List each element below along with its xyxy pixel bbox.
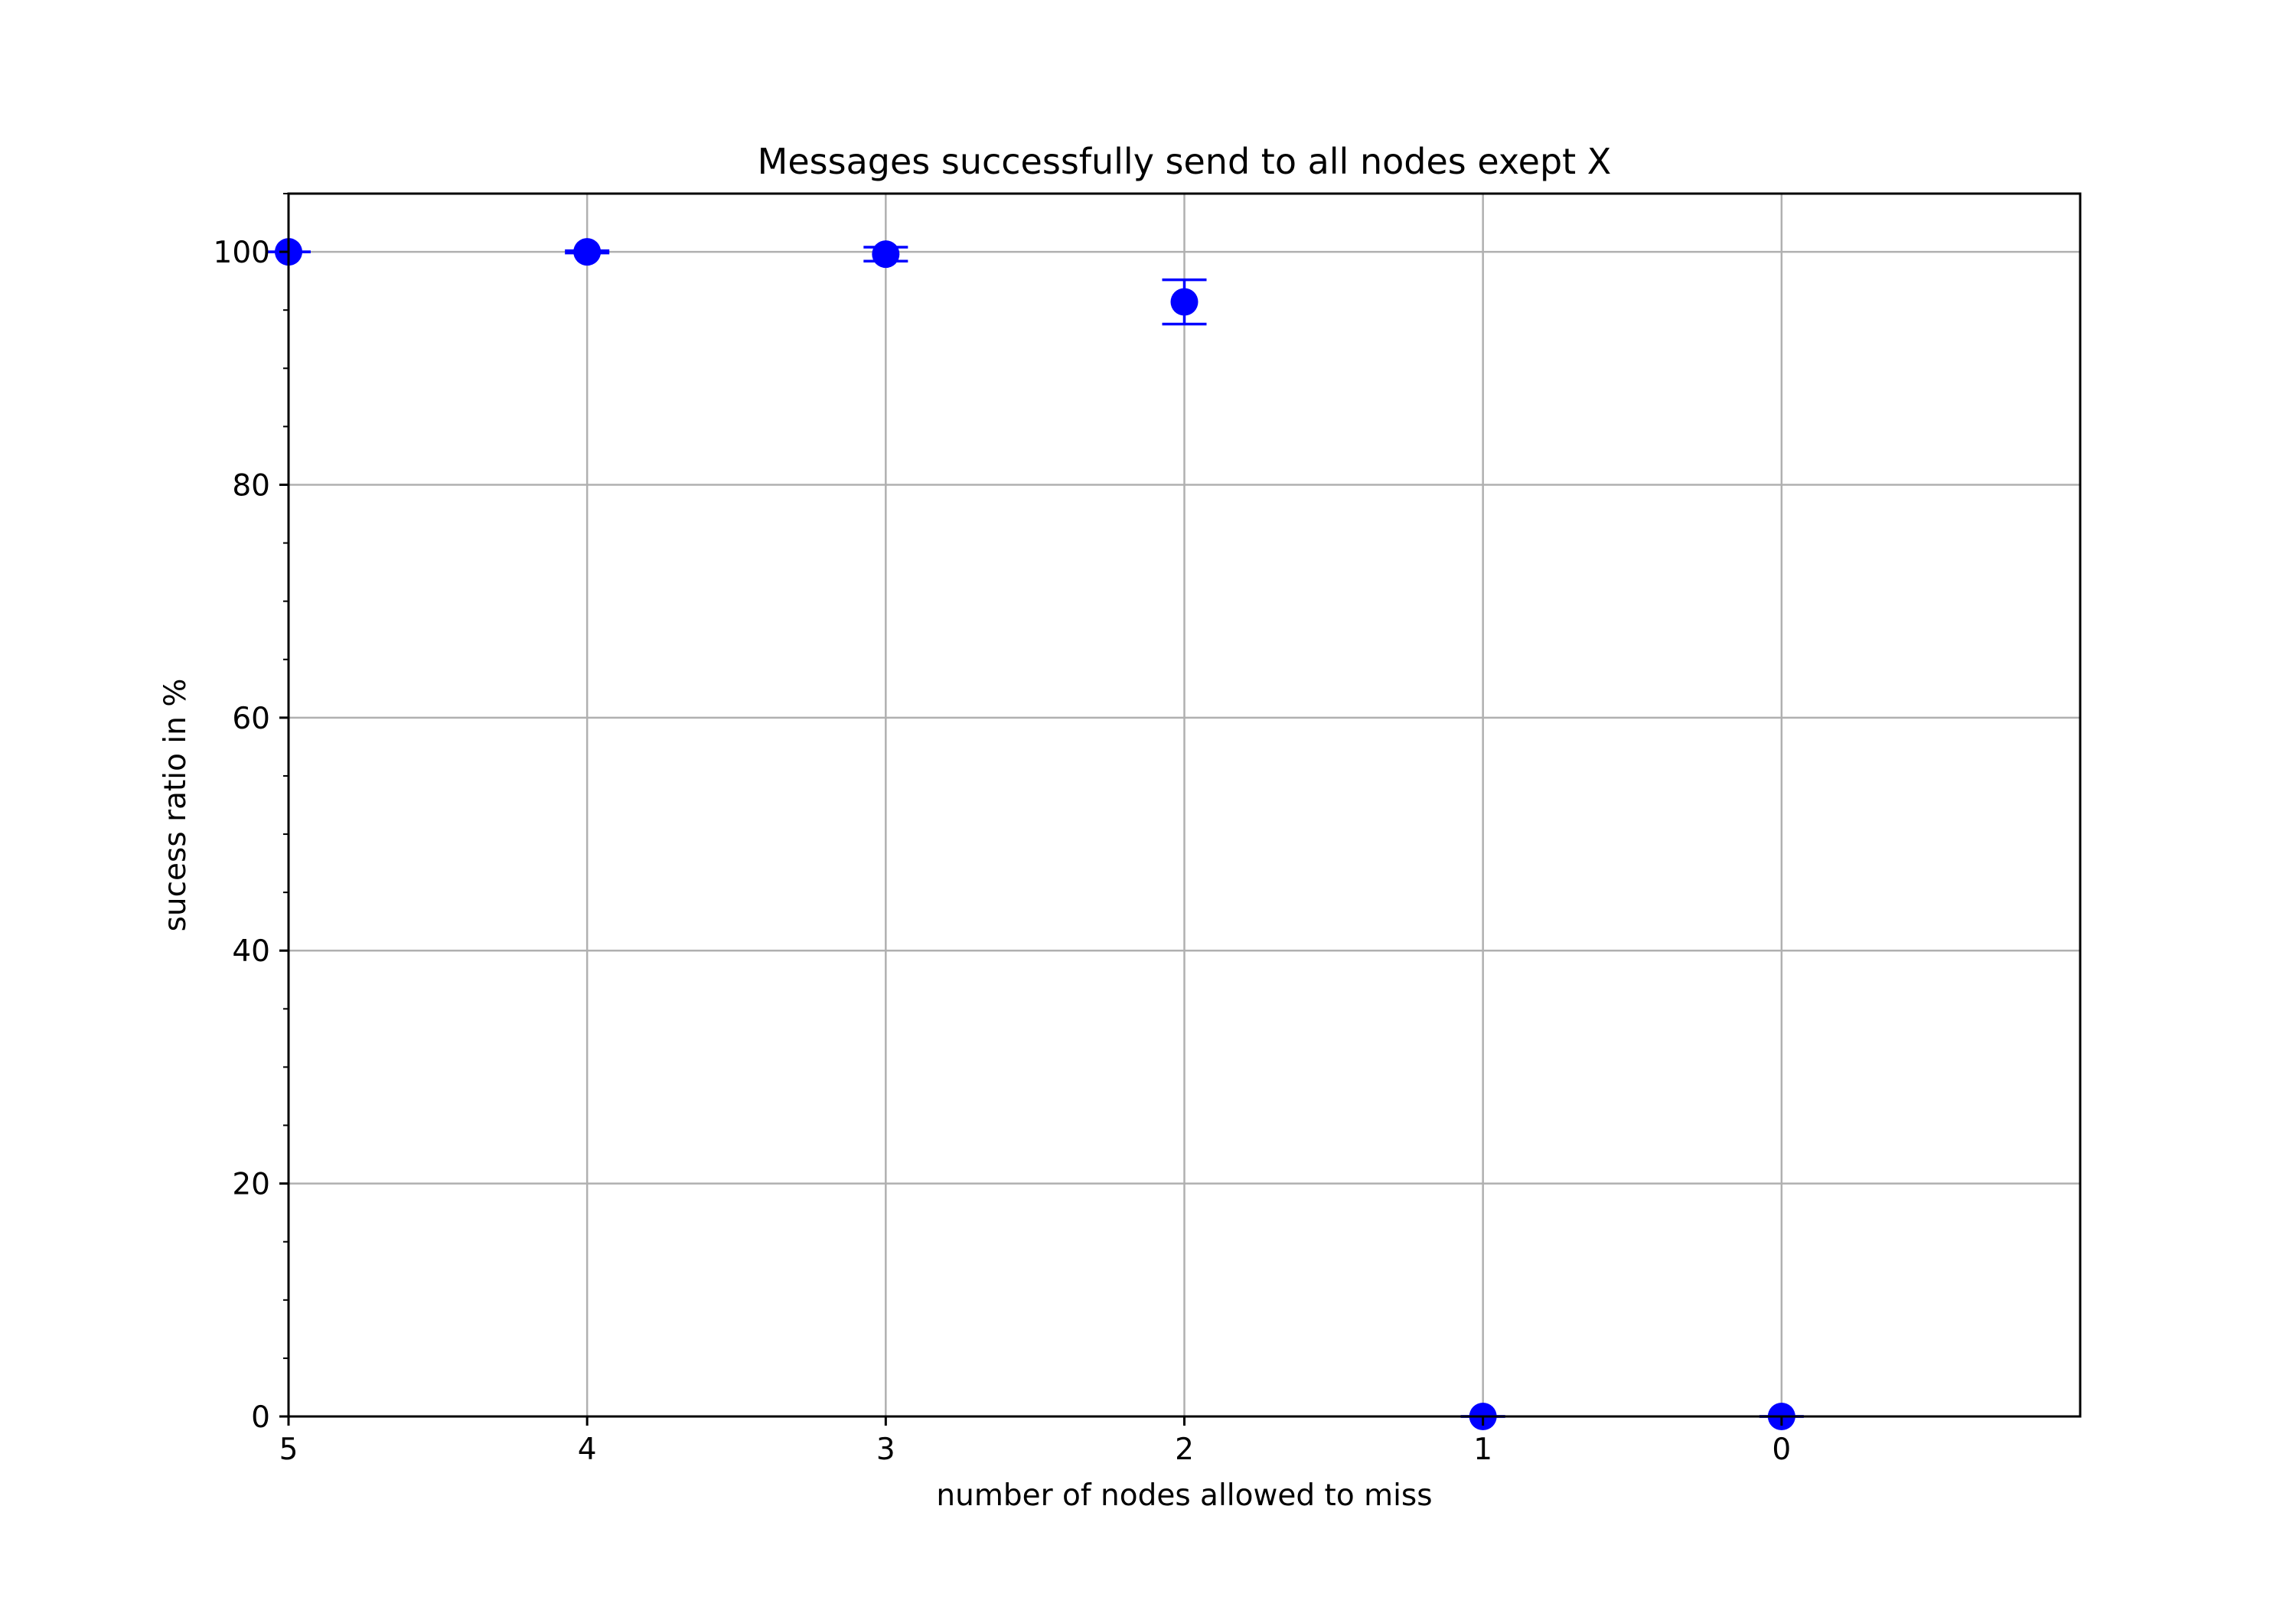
y-tick-label: 80 — [232, 468, 270, 503]
y-tick-label: 60 — [232, 702, 270, 736]
data-point — [872, 240, 900, 269]
x-tick-label: 5 — [279, 1433, 298, 1467]
y-tick-label: 40 — [232, 934, 270, 969]
y-axis-label: sucess ratio in % — [158, 679, 193, 932]
x-axis-label: number of nodes allowed to miss — [936, 1478, 1432, 1513]
x-tick-label: 0 — [1772, 1433, 1791, 1467]
y-tick-label: 0 — [251, 1400, 270, 1435]
data-point — [1170, 288, 1199, 316]
x-tick-label: 3 — [876, 1433, 895, 1467]
x-tick-label: 2 — [1175, 1433, 1194, 1467]
chart-title: Messages successfully send to all nodes … — [758, 141, 1612, 182]
x-tick-label: 4 — [578, 1433, 597, 1467]
data-point — [573, 238, 602, 266]
y-tick-label: 20 — [232, 1168, 270, 1202]
y-tick-label: 100 — [214, 236, 270, 270]
data-points — [275, 238, 1795, 1430]
x-tick-label: 1 — [1473, 1433, 1492, 1467]
